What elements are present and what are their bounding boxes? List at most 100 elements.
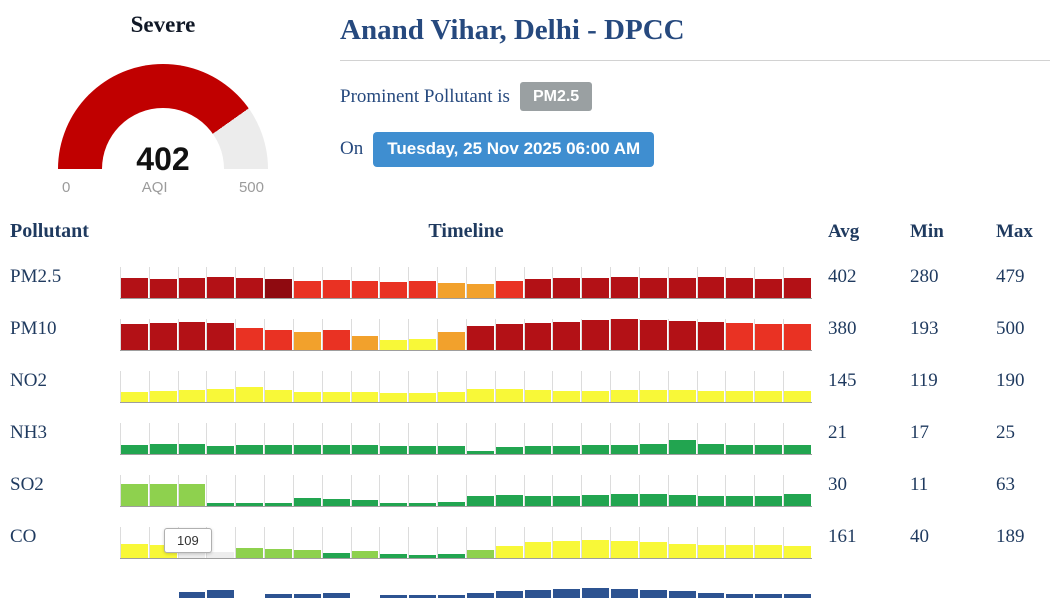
timeline-bar[interactable] <box>668 321 696 350</box>
timeline-bar[interactable] <box>582 445 610 454</box>
timeline-bar[interactable] <box>322 499 350 506</box>
timeline-bar[interactable] <box>697 545 725 558</box>
timeline-bar[interactable] <box>726 496 754 506</box>
timeline-bar[interactable] <box>524 446 552 454</box>
timeline-bar[interactable] <box>236 387 264 402</box>
timeline-bar[interactable] <box>697 444 725 454</box>
timeline-bar[interactable] <box>293 445 321 454</box>
timeline-bar[interactable] <box>726 445 754 454</box>
timeline-bar[interactable] <box>438 554 465 558</box>
timeline-bar[interactable] <box>380 446 408 454</box>
timeline-bar[interactable] <box>265 549 292 558</box>
timeline-bar[interactable] <box>322 553 350 558</box>
timeline-bar[interactable] <box>668 591 696 598</box>
timeline-bar[interactable] <box>178 390 206 402</box>
timeline-bar[interactable] <box>293 594 321 598</box>
timeline-bar[interactable] <box>611 494 638 506</box>
timeline-bar[interactable] <box>409 595 437 598</box>
timeline-bar[interactable] <box>611 541 638 558</box>
timeline-bar[interactable] <box>351 281 379 298</box>
timeline-bar[interactable] <box>553 541 581 558</box>
timeline-bar[interactable] <box>149 444 177 454</box>
timeline-bar[interactable] <box>438 332 465 350</box>
timeline-bar[interactable] <box>495 546 523 558</box>
timeline-bar[interactable] <box>409 503 437 506</box>
timeline-bar[interactable] <box>409 446 437 454</box>
timeline-bar[interactable] <box>553 446 581 454</box>
timeline-bar[interactable] <box>236 278 264 298</box>
timeline-bar[interactable] <box>293 550 321 558</box>
timeline-bar[interactable] <box>149 391 177 402</box>
timeline-bar[interactable] <box>726 323 754 350</box>
timeline-bar[interactable] <box>466 496 494 506</box>
timeline-bar[interactable] <box>265 594 292 598</box>
timeline-bar[interactable] <box>495 447 523 454</box>
timeline-bar[interactable] <box>121 484 148 506</box>
timeline-bar[interactable] <box>265 445 292 454</box>
timeline-bar[interactable] <box>178 484 206 506</box>
timeline-bar[interactable] <box>178 278 206 298</box>
timeline-bar[interactable] <box>495 324 523 350</box>
timeline-bar[interactable] <box>207 590 235 598</box>
timeline-bar[interactable] <box>668 440 696 454</box>
timeline-bar[interactable] <box>524 323 552 350</box>
timeline-bar[interactable] <box>380 282 408 298</box>
timeline-bar[interactable] <box>207 389 235 402</box>
timeline-bar[interactable] <box>582 495 610 506</box>
timeline-bar[interactable] <box>524 542 552 558</box>
timeline-bar[interactable] <box>784 391 811 402</box>
timeline-bar[interactable] <box>582 588 610 598</box>
timeline-bar[interactable] <box>121 324 148 350</box>
timeline-bar[interactable] <box>726 545 754 558</box>
timeline-bar[interactable] <box>582 278 610 298</box>
timeline-bar[interactable] <box>265 390 292 402</box>
timeline-bar[interactable] <box>149 323 177 350</box>
timeline-bar[interactable] <box>466 389 494 402</box>
timeline-bar[interactable] <box>726 391 754 402</box>
timeline-bar[interactable] <box>553 391 581 402</box>
timeline-bar[interactable] <box>121 278 148 298</box>
timeline-bar[interactable] <box>668 278 696 298</box>
timeline-bar[interactable] <box>438 595 465 598</box>
timeline-bar[interactable] <box>380 503 408 506</box>
timeline-bar[interactable] <box>784 594 811 598</box>
timeline-bar[interactable] <box>668 495 696 506</box>
timeline-bar[interactable] <box>207 446 235 454</box>
timeline-bar[interactable] <box>438 283 465 298</box>
timeline-bar[interactable] <box>178 322 206 350</box>
timeline-bar[interactable] <box>207 277 235 298</box>
timeline-bar[interactable] <box>553 278 581 298</box>
timeline-bar[interactable] <box>697 593 725 598</box>
timeline-bar[interactable] <box>409 339 437 350</box>
timeline-bar[interactable] <box>524 590 552 598</box>
timeline-bar[interactable] <box>351 445 379 454</box>
timeline-bar[interactable] <box>322 593 350 598</box>
timeline-bar[interactable] <box>755 391 783 402</box>
timeline-bar[interactable] <box>639 390 667 402</box>
timeline-bar[interactable] <box>178 592 206 598</box>
timeline-bar[interactable] <box>668 544 696 558</box>
timeline-bar[interactable] <box>466 451 494 454</box>
timeline-bar[interactable] <box>409 393 437 402</box>
timeline-bar[interactable] <box>380 393 408 402</box>
timeline-bar[interactable] <box>293 281 321 298</box>
timeline-bar[interactable] <box>611 319 638 350</box>
timeline-bar[interactable] <box>495 495 523 506</box>
timeline-bar[interactable] <box>639 590 667 598</box>
timeline-bar[interactable] <box>293 498 321 506</box>
timeline-bar[interactable] <box>351 500 379 506</box>
timeline-bar[interactable] <box>755 324 783 350</box>
timeline-bar[interactable] <box>322 330 350 350</box>
timeline-bar[interactable] <box>582 540 610 558</box>
timeline-bar[interactable] <box>611 589 638 598</box>
timeline-bar[interactable] <box>553 589 581 598</box>
timeline-bar[interactable] <box>207 552 235 558</box>
timeline-bar[interactable] <box>466 593 494 598</box>
timeline-bar[interactable] <box>639 444 667 454</box>
timeline-bar[interactable] <box>236 503 264 506</box>
timeline-bar[interactable] <box>697 277 725 298</box>
timeline-bar[interactable] <box>438 502 465 506</box>
timeline-bar[interactable] <box>121 544 148 558</box>
timeline-bar[interactable] <box>755 445 783 454</box>
timeline-bar[interactable] <box>178 550 206 558</box>
